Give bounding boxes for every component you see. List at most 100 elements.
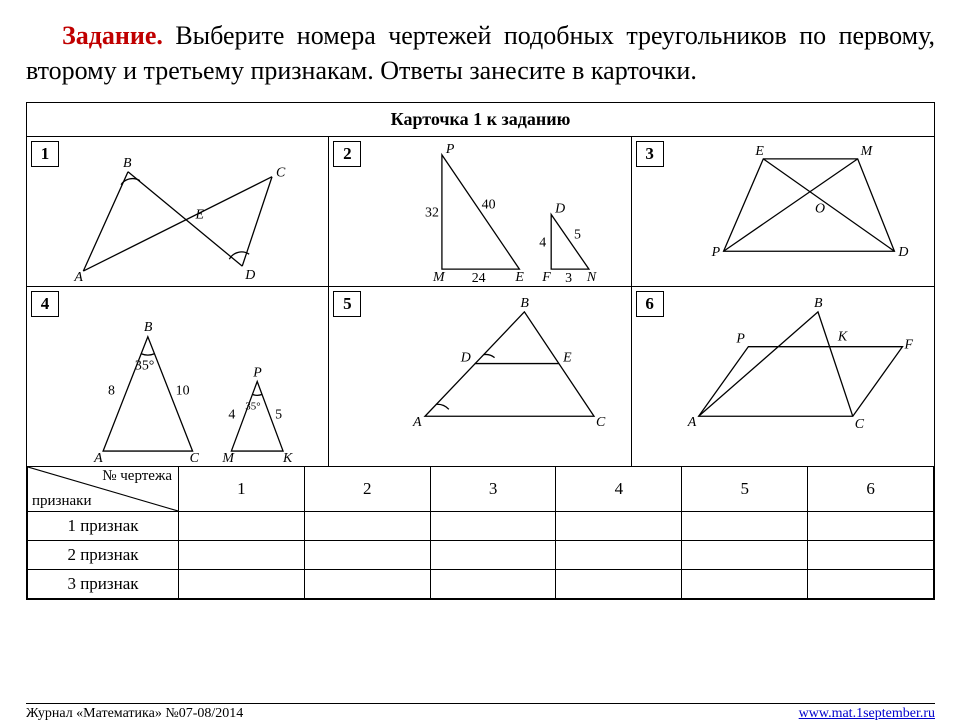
task-body: Выберите номера чертежей подобных треуго…: [26, 21, 935, 85]
svg-text:32: 32: [425, 206, 439, 221]
answer-cell[interactable]: [179, 541, 305, 570]
svg-text:5: 5: [574, 228, 581, 243]
svg-text:E: E: [563, 351, 573, 366]
svg-text:K: K: [837, 330, 848, 345]
figure-svg-2: P M E D F N 32 40 24 4 5 3: [329, 137, 630, 286]
col-header: 6: [808, 467, 934, 512]
svg-text:B: B: [521, 296, 530, 311]
answer-cell[interactable]: [430, 512, 556, 541]
corner-bottom-label: признаки: [32, 493, 91, 510]
svg-text:M: M: [859, 144, 873, 159]
svg-text:A: A: [686, 415, 696, 430]
svg-text:P: P: [710, 245, 720, 260]
answer-cell[interactable]: [179, 512, 305, 541]
svg-text:C: C: [596, 415, 606, 430]
svg-text:D: D: [460, 351, 471, 366]
page: Задание. Выберите номера чертежей подобн…: [0, 0, 961, 728]
answer-table: № чертежа признаки 1 2 3 4 5 6 1 признак…: [27, 467, 934, 599]
svg-text:O: O: [815, 202, 825, 217]
task-text: Задание. Выберите номера чертежей подобн…: [26, 18, 935, 88]
svg-text:P: P: [445, 142, 455, 157]
answer-cell[interactable]: [179, 570, 305, 599]
svg-text:10: 10: [176, 384, 190, 399]
answer-cell[interactable]: [808, 570, 934, 599]
answer-cell[interactable]: [808, 541, 934, 570]
svg-text:A: A: [412, 415, 422, 430]
corner-top-label: № чертежа: [102, 468, 172, 485]
svg-text:M: M: [221, 451, 235, 466]
answer-cell[interactable]: [430, 541, 556, 570]
card: Карточка 1 к заданию 1 A B C D E: [26, 102, 935, 600]
footer: Журнал «Математика» №07-08/2014 www.mat.…: [26, 703, 935, 722]
figure-cell-5: 5 B A C D E: [329, 287, 631, 467]
figure-cell-1: 1 A B C D E: [27, 137, 329, 287]
figure-grid: 1 A B C D E 2: [27, 137, 934, 467]
table-header-row: № чертежа признаки 1 2 3 4 5 6: [28, 467, 934, 512]
svg-text:D: D: [554, 202, 565, 217]
svg-text:P: P: [735, 332, 745, 347]
answer-cell[interactable]: [682, 512, 808, 541]
svg-text:B: B: [814, 296, 823, 311]
svg-text:C: C: [854, 417, 864, 432]
svg-text:35°: 35°: [245, 401, 260, 413]
figure-svg-3: E M D P O: [632, 137, 934, 286]
svg-text:B: B: [123, 156, 132, 171]
svg-text:A: A: [93, 451, 103, 466]
footer-left: Журнал «Математика» №07-08/2014: [26, 706, 243, 722]
svg-text:P: P: [252, 366, 262, 381]
figure-cell-4: 4 B A C P M K 8 10 35°: [27, 287, 329, 467]
answer-cell[interactable]: [556, 541, 682, 570]
answer-cell[interactable]: [682, 570, 808, 599]
table-row: 2 признак: [28, 541, 934, 570]
svg-text:C: C: [190, 451, 200, 466]
corner-cell: № чертежа признаки: [28, 467, 179, 512]
footer-link[interactable]: www.mat.1september.ru: [799, 706, 935, 722]
answer-cell[interactable]: [430, 570, 556, 599]
svg-text:A: A: [73, 270, 83, 285]
task-label: Задание.: [26, 21, 163, 50]
svg-text:4: 4: [540, 235, 547, 250]
figure-svg-4: B A C P M K 8 10 35° 4 5 35°: [27, 287, 328, 466]
row-header: 3 признак: [28, 570, 179, 599]
svg-text:N: N: [586, 270, 597, 285]
svg-text:8: 8: [108, 384, 115, 399]
svg-text:F: F: [903, 338, 913, 353]
svg-text:C: C: [276, 166, 286, 181]
col-header: 5: [682, 467, 808, 512]
svg-text:24: 24: [472, 271, 486, 286]
svg-text:K: K: [282, 451, 293, 466]
svg-text:E: E: [754, 144, 764, 159]
col-header: 4: [556, 467, 682, 512]
row-header: 1 признак: [28, 512, 179, 541]
col-header: 2: [304, 467, 430, 512]
figure-svg-5: B A C D E: [329, 287, 630, 466]
svg-text:4: 4: [228, 407, 235, 422]
table-row: 3 признак: [28, 570, 934, 599]
answer-cell[interactable]: [682, 541, 808, 570]
figure-cell-2: 2 P M E D F N 32 40 24 4 5: [329, 137, 631, 287]
svg-text:35°: 35°: [135, 359, 154, 374]
answer-cell[interactable]: [556, 512, 682, 541]
answer-cell[interactable]: [304, 541, 430, 570]
figure-cell-3: 3 E M D P O: [632, 137, 934, 287]
answer-cell[interactable]: [304, 570, 430, 599]
answer-cell[interactable]: [808, 512, 934, 541]
answer-cell[interactable]: [304, 512, 430, 541]
svg-text:B: B: [144, 320, 153, 335]
svg-text:D: D: [897, 245, 908, 260]
svg-text:D: D: [244, 268, 255, 283]
figure-svg-1: A B C D E: [27, 137, 328, 286]
svg-text:E: E: [515, 270, 525, 285]
col-header: 3: [430, 467, 556, 512]
figure-svg-6: A P F C B K: [632, 287, 934, 466]
card-title: Карточка 1 к заданию: [27, 103, 934, 137]
col-header: 1: [179, 467, 305, 512]
svg-text:40: 40: [482, 198, 496, 213]
svg-text:M: M: [432, 270, 446, 285]
svg-text:F: F: [542, 270, 552, 285]
answer-cell[interactable]: [556, 570, 682, 599]
svg-text:3: 3: [565, 271, 572, 286]
svg-text:E: E: [195, 208, 205, 223]
figure-cell-6: 6 A P F C B K: [632, 287, 934, 467]
table-row: 1 признак: [28, 512, 934, 541]
